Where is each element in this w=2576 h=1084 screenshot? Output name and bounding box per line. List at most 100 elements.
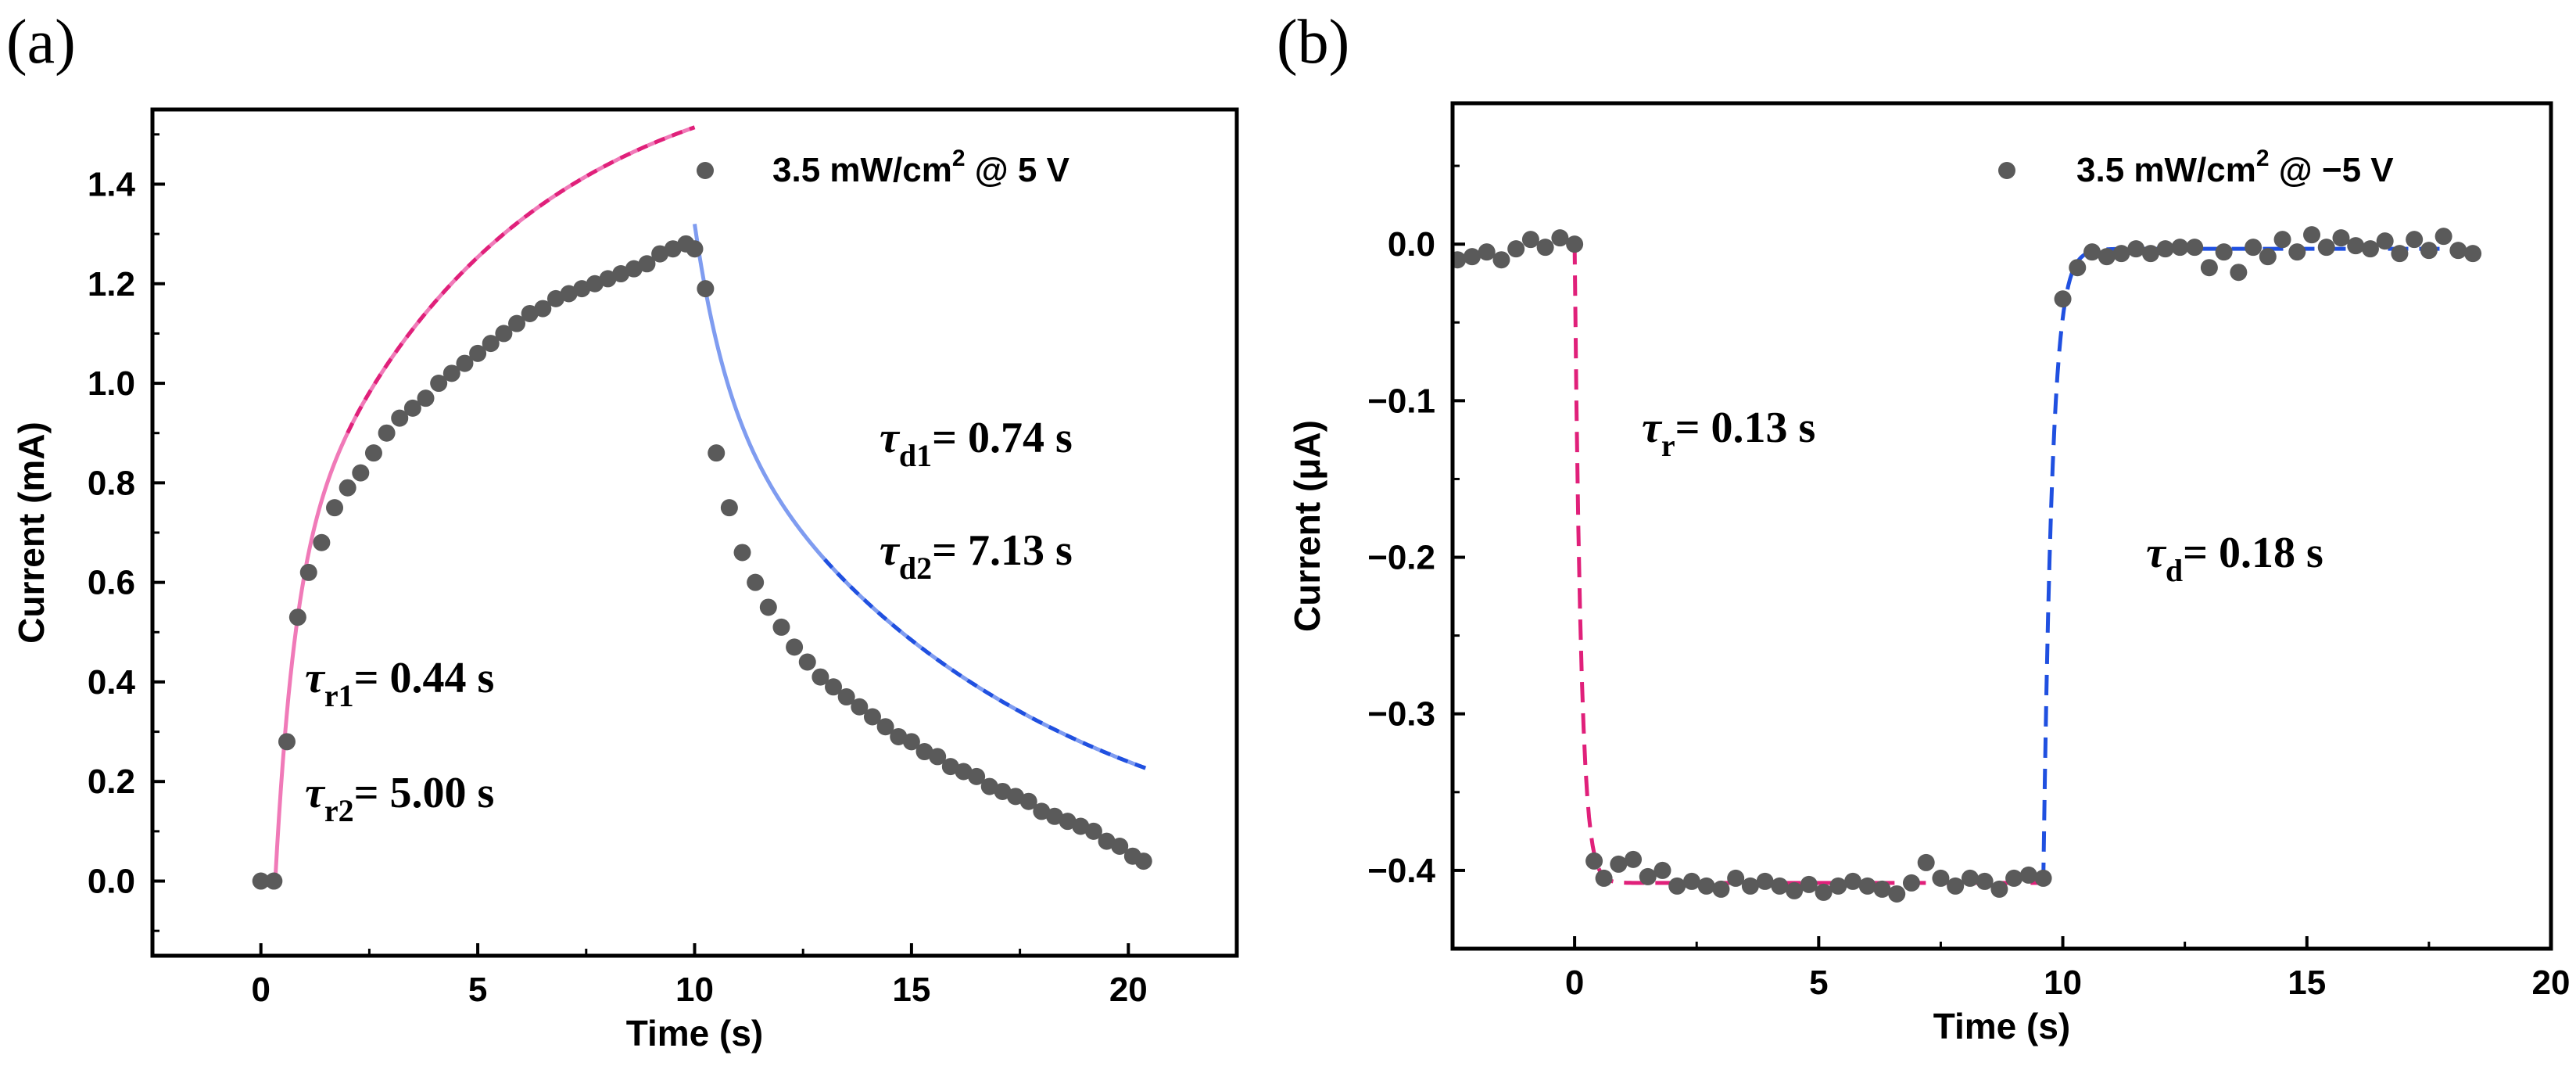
data-point [364,444,382,462]
data-point [1668,877,1686,895]
data-point [941,758,959,776]
data-point [1521,231,1539,249]
data-point [2069,259,2087,277]
data-point [278,733,296,751]
data-point [1741,877,1759,895]
tau-symbol: τ [880,414,901,462]
data-point [1019,792,1037,810]
data-point [1961,869,1979,887]
data-point [929,748,947,766]
x-tick-label: 0 [1565,964,1584,1002]
tau-annotation: τr1= 0.44 s [305,654,494,713]
data-point [1786,881,1804,899]
x-tick-label: 10 [2044,964,2082,1002]
x-tick-label: 15 [892,971,930,1009]
panel-label: (a) [6,8,76,77]
data-point [2054,290,2072,308]
y-tick-label: 0.6 [88,564,135,602]
data-point [2171,239,2189,257]
tau-symbol: τ [2146,529,2167,577]
data-point [2347,237,2365,255]
decay-fit-curve [693,224,1147,770]
data-point [1682,872,1700,890]
data-point [980,777,998,795]
data-point [720,499,738,517]
data-point [697,280,715,298]
data-point [863,708,881,726]
data-point [2376,232,2394,250]
data-point [2259,248,2277,266]
data-point [2434,228,2452,246]
data-point [1858,877,1876,895]
data-point [2186,239,2204,257]
legend-superscript: 2 [2256,145,2270,171]
data-point [2406,231,2424,249]
y-tick-label: 1.4 [88,165,136,203]
data-point [352,464,370,482]
data-point [1625,850,1643,868]
data-point [2464,245,2482,263]
data-point [1610,855,1628,873]
tau-symbol: τ [305,654,326,702]
data-point [339,479,356,497]
y-tick-label: 0.8 [88,464,135,502]
data-point [664,240,682,258]
data-point [2303,226,2321,244]
legend-text: 3.5 mW/cm [772,151,952,189]
data-point [252,872,270,890]
x-axis-label: Time (s) [626,1013,764,1053]
data-point [1507,240,1525,258]
data-point [686,240,704,258]
data-point [747,573,765,591]
data-point [326,499,344,517]
data-point [573,280,591,298]
data-point [1072,817,1090,835]
data-point [313,533,331,551]
rise-fit-dashed [346,125,696,434]
data-point [1536,239,1554,257]
data-point [495,325,513,343]
data-point [2317,239,2335,257]
tau-symbol: τ [880,526,901,575]
data-point [1976,872,1994,890]
data-point [521,304,539,322]
data-point [1947,877,1965,895]
tau-annotation: τr2= 5.00 s [305,769,494,828]
data-point [708,444,726,462]
legend-text: 3.5 mW/cm [2076,151,2256,189]
tau-value: = 0.18 s [2183,529,2323,577]
tau-annotation: τr= 0.13 s [1642,404,1815,463]
legend-marker [697,162,714,179]
tau-value: = 0.74 s [932,414,1073,462]
panel-a: (a) 0 5 10 15 20 0.0 0.2 0.4 0.6 0.8 1.0 1.2 1.4 Time … [6,8,1239,1053]
data-point [1902,874,1920,892]
data-point [1873,880,1891,898]
x-tick-label: 20 [2532,964,2571,1002]
tau-value: = 7.13 s [932,526,1073,575]
data-point [456,354,474,372]
data-point [1815,883,1833,901]
data-point [2112,245,2130,263]
data-point [482,335,500,353]
data-point [560,285,578,303]
data-point [1453,251,1467,269]
data-point [1888,885,1906,903]
panel-label: (b) [1277,8,1349,77]
data-point [2141,245,2159,263]
data-point [955,763,973,781]
data-point [1771,877,1789,895]
data-point [1045,807,1063,825]
data-point [1033,802,1051,820]
data-point [2083,243,2101,261]
y-tick-label: 0.2 [88,763,135,801]
y-tick-label: 1.2 [88,265,135,303]
plot-frame [150,107,1239,958]
data-point [1800,875,1818,893]
data-point [2200,259,2218,277]
tau-subscript: d [2166,553,2183,588]
data-point [2391,245,2409,263]
data-point [786,638,804,656]
data-point [2449,242,2467,260]
y-tick-label: −0.4 [1367,852,1435,890]
data-point [902,733,920,751]
